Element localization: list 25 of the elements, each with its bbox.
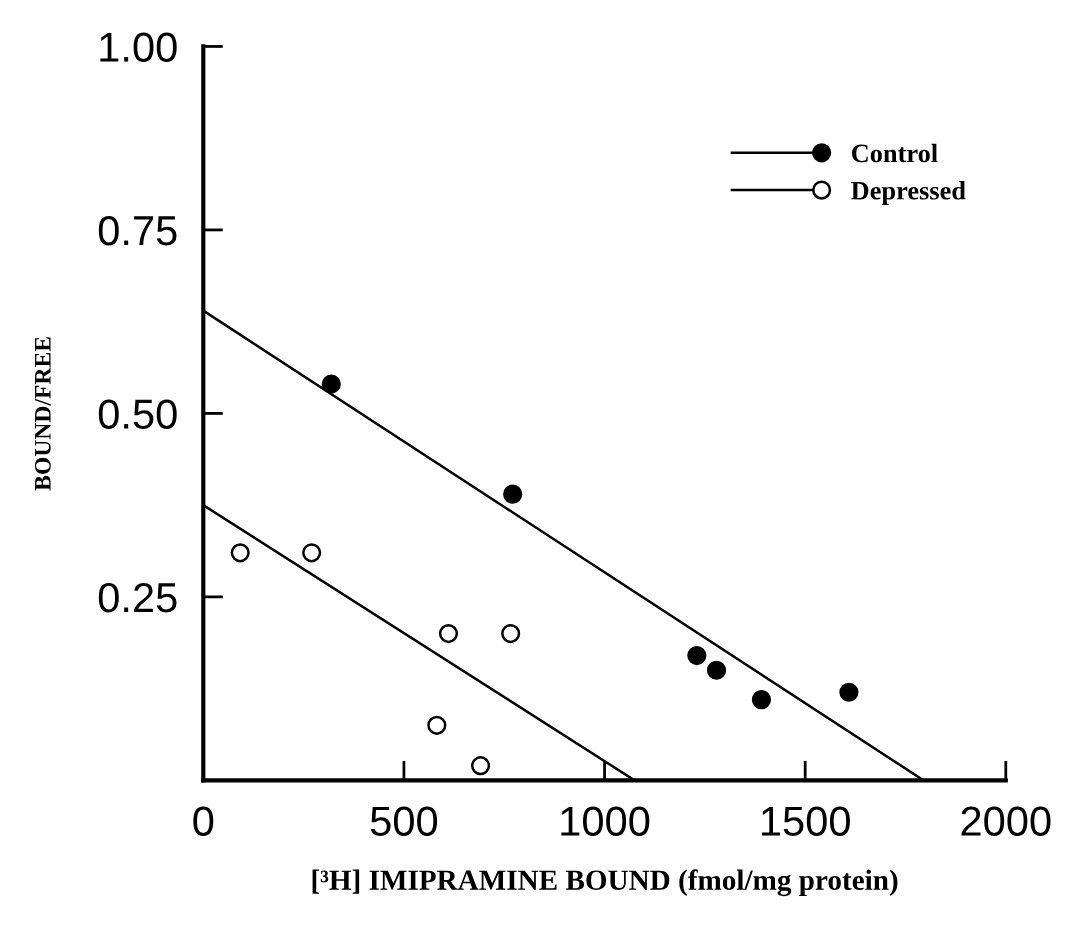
y-tick-label: 0.50 [98, 399, 177, 429]
point [470, 756, 491, 776]
x-tick-label: 0 [193, 806, 214, 836]
point [706, 660, 727, 680]
y-tick-label: 0.75 [98, 215, 177, 246]
point [501, 623, 521, 644]
x-tick-label: 2000 [961, 806, 1051, 836]
x-tick-label: 500 [370, 806, 438, 836]
x-axis-title: [³H] IMIPRAMINE BOUND (fmol/mg protein) [312, 869, 898, 897]
y-tick-label: 1.00 [100, 32, 177, 62]
x-tick-label: 1500 [762, 806, 850, 836]
point [687, 646, 707, 666]
point [302, 543, 322, 563]
point [321, 374, 341, 394]
point [751, 690, 772, 710]
point [427, 715, 447, 735]
legend-label: Control [851, 143, 938, 163]
point [438, 623, 459, 644]
y-tick-label: 0.25 [98, 582, 177, 613]
point [503, 484, 523, 504]
y-axis-title: BOUND/FREE [34, 337, 51, 491]
x-tick-label: 1000 [561, 806, 650, 836]
point [230, 543, 250, 563]
point [839, 682, 859, 702]
legend-label: Depressed [851, 181, 966, 205]
